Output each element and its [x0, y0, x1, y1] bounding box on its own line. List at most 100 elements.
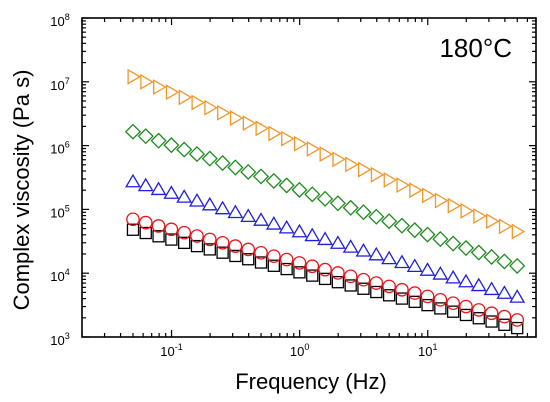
circle-marker — [164, 222, 179, 237]
triangle-up-marker — [291, 223, 308, 238]
x-tick-label: 100 — [290, 342, 309, 359]
y-tick-label: 103 — [50, 331, 69, 348]
triangle-right-marker — [229, 110, 244, 126]
circle-marker — [331, 266, 345, 280]
triangle-up-marker — [163, 185, 180, 199]
diamond-marker — [240, 163, 257, 181]
diamond-marker — [304, 186, 321, 203]
triangle-up-marker — [393, 254, 410, 269]
triangle-up-marker — [368, 246, 385, 261]
triangle-right-marker — [268, 125, 282, 142]
circle-marker — [395, 282, 409, 297]
y-tick-label: 106 — [50, 140, 69, 157]
diamond-marker — [137, 128, 154, 145]
circle-marker — [382, 279, 396, 294]
diamond-marker — [406, 222, 423, 239]
square-marker — [242, 253, 255, 266]
square-marker — [370, 285, 383, 299]
square-marker — [459, 308, 473, 322]
diamond-marker — [470, 244, 487, 261]
triangle-right-marker — [293, 135, 308, 152]
diamond-marker — [393, 217, 410, 234]
circle-marker — [510, 313, 525, 327]
diamond-marker — [496, 253, 513, 270]
triangle-right-marker — [204, 99, 218, 116]
triangle-up-marker — [445, 269, 462, 284]
series-triangle-up — [125, 173, 526, 303]
triangle-up-marker — [483, 281, 500, 296]
triangle-up-marker — [125, 173, 141, 188]
square-marker — [152, 230, 165, 243]
triangle-up-marker — [381, 250, 398, 265]
triangle-right-marker — [473, 208, 487, 225]
triangle-right-marker — [140, 73, 154, 90]
triangle-right-marker — [217, 104, 231, 121]
triangle-right-marker — [332, 151, 346, 168]
diamond-marker — [368, 208, 385, 225]
triangle-right-marker — [447, 197, 462, 214]
triangle-right-marker — [281, 130, 295, 147]
y-tick-label: 108 — [50, 12, 69, 29]
diamond-marker — [457, 239, 475, 257]
square-marker — [344, 279, 357, 292]
triangle-up-marker — [265, 216, 282, 230]
diamond-marker — [291, 181, 308, 198]
diamond-marker — [355, 204, 372, 221]
triangle-right-marker — [357, 161, 372, 178]
triangle-right-marker — [511, 223, 526, 240]
triangle-right-marker — [319, 146, 334, 163]
diamond-marker — [329, 195, 346, 212]
diamond-marker — [316, 190, 334, 207]
diamond-marker — [265, 172, 282, 189]
triangle-up-marker — [278, 219, 295, 234]
triangle-right-marker — [460, 202, 475, 219]
triangle-right-marker — [498, 218, 513, 235]
temperature-annotation: 180°C — [439, 33, 512, 63]
square-marker — [408, 295, 421, 309]
triangle-right-marker — [383, 171, 398, 188]
plot-frame — [81, 17, 537, 338]
square-marker — [446, 305, 460, 318]
circle-marker — [190, 229, 204, 243]
square-marker — [382, 289, 396, 302]
triangle-right-marker — [396, 177, 411, 194]
square-marker — [498, 318, 511, 331]
circle-marker — [305, 259, 320, 274]
triangle-right-marker — [255, 120, 270, 137]
series-triangle-right — [127, 68, 526, 240]
square-marker — [254, 256, 268, 269]
triangle-up-marker — [470, 277, 487, 292]
square-marker — [190, 239, 204, 253]
square-marker — [267, 259, 281, 272]
square-marker — [357, 282, 370, 295]
triangle-right-marker — [345, 156, 359, 173]
triangle-up-marker — [253, 212, 269, 226]
series-diamond — [124, 123, 526, 274]
series-circle — [126, 212, 525, 327]
circle-marker — [228, 239, 243, 253]
square-marker — [421, 298, 434, 312]
triangle-up-marker — [227, 204, 244, 219]
circle-marker — [279, 252, 294, 267]
diamond-marker — [214, 154, 231, 172]
diamond-marker — [381, 213, 398, 230]
triangle-right-marker — [306, 141, 321, 157]
circle-marker — [459, 299, 473, 314]
circle-marker — [369, 276, 384, 290]
axes: 10-1 100 101 103 104 105 106 107 108 — [50, 12, 537, 359]
diamond-marker — [188, 146, 206, 163]
circle-marker — [446, 296, 460, 310]
y-tick-label: 104 — [50, 267, 69, 284]
diamond-marker — [342, 199, 359, 216]
diamond-marker — [124, 123, 142, 140]
triangle-up-marker — [137, 177, 154, 192]
triangle-up-marker — [214, 200, 231, 215]
triangle-up-marker — [317, 231, 334, 246]
diamond-marker — [432, 231, 449, 248]
diamond-marker — [252, 168, 270, 185]
square-marker — [178, 236, 191, 250]
diamond-marker — [150, 132, 167, 149]
circle-marker — [292, 256, 307, 270]
circle-marker — [343, 269, 358, 284]
y-tick-label: 105 — [50, 203, 69, 220]
